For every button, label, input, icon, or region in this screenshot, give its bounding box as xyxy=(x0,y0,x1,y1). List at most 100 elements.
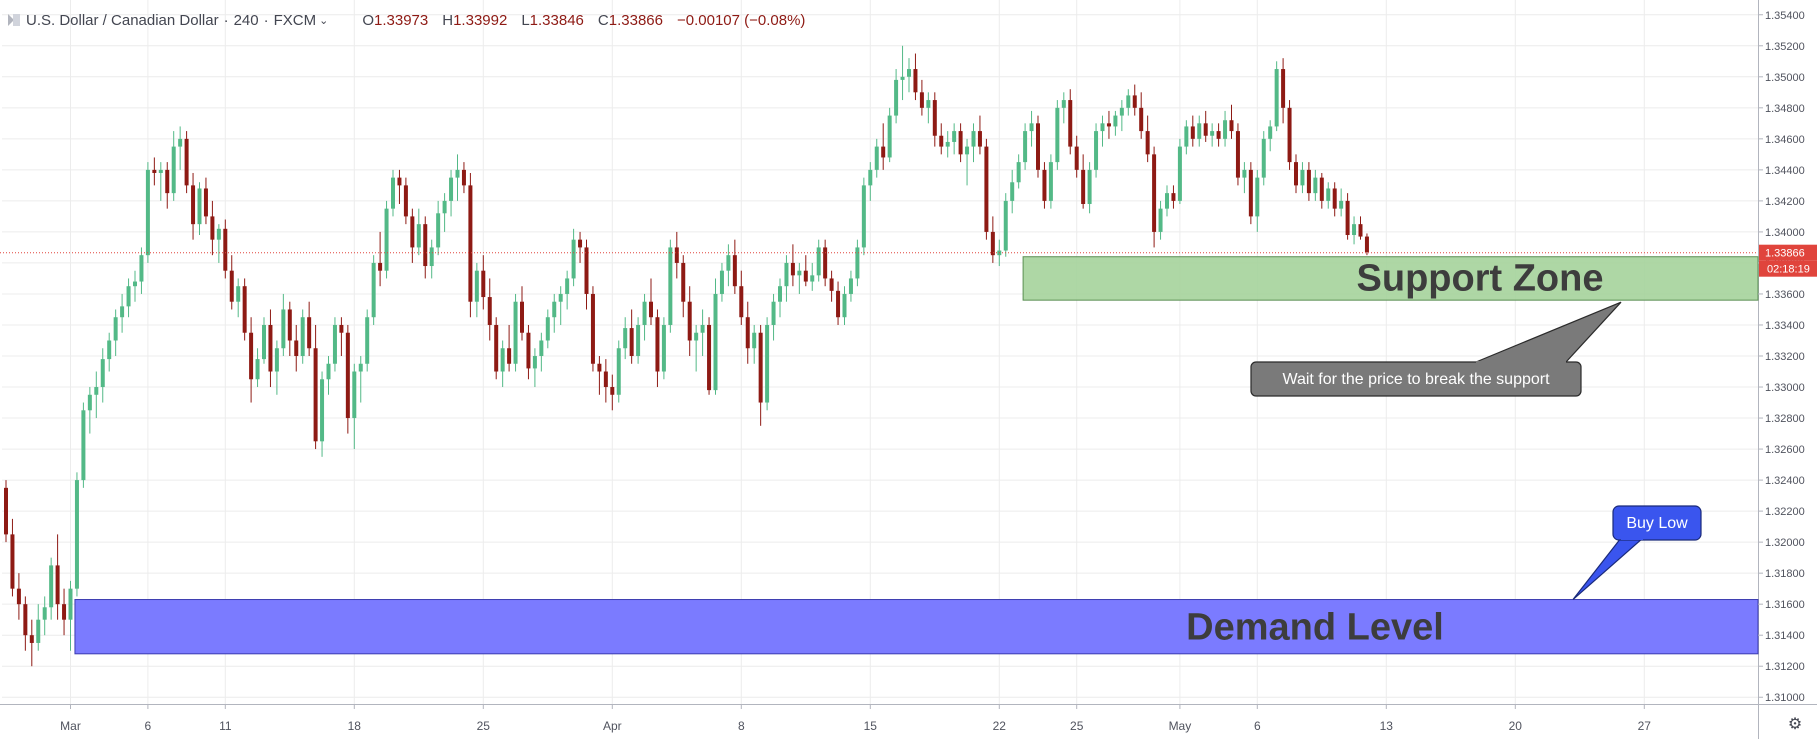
low-value: 1.33846 xyxy=(529,11,584,29)
candle xyxy=(1106,110,1111,139)
candle-body xyxy=(113,317,118,341)
candle-body xyxy=(262,324,266,360)
time-tick-label: 22 xyxy=(993,719,1007,733)
candle xyxy=(55,534,60,620)
change-value: −0.00107 (−0.08%) xyxy=(676,11,806,29)
candle-body xyxy=(1081,169,1086,204)
candle xyxy=(371,255,376,325)
candle-body xyxy=(1171,193,1176,201)
time-axis[interactable]: Mar 6 11 18 25 Apr 8 15 22 25 May 6 13 20 27 xyxy=(60,704,1651,733)
candle xyxy=(1294,154,1298,194)
time-tick-label: 25 xyxy=(477,719,491,733)
candle-body xyxy=(1300,169,1305,186)
candle-body xyxy=(836,290,841,318)
time-tick-label: 8 xyxy=(738,719,745,733)
candle xyxy=(1300,162,1305,194)
candle-body xyxy=(120,306,125,318)
candle-body xyxy=(687,301,692,341)
candle xyxy=(1352,216,1357,245)
candle-body xyxy=(1216,131,1221,139)
candle xyxy=(100,348,105,403)
candle-body xyxy=(623,328,628,349)
candle xyxy=(881,123,886,170)
candle-body xyxy=(984,146,989,232)
candle xyxy=(816,239,821,282)
candle xyxy=(1119,100,1124,132)
candle xyxy=(249,317,254,403)
candle xyxy=(242,278,247,341)
candle xyxy=(410,208,415,263)
candle-body xyxy=(752,332,757,349)
candle-body xyxy=(49,565,54,608)
candle xyxy=(332,317,337,372)
candle xyxy=(1003,193,1008,257)
candle-body xyxy=(165,169,170,194)
candle-body xyxy=(900,76,905,80)
candle-body xyxy=(1094,131,1099,170)
time-tick-label: Apr xyxy=(603,719,622,733)
candle-body xyxy=(926,100,931,108)
candle-body xyxy=(1203,123,1208,136)
candle-body xyxy=(765,324,770,403)
candle-body xyxy=(68,588,73,620)
candle-body xyxy=(100,359,105,388)
candle xyxy=(958,123,963,163)
candle xyxy=(784,255,789,302)
candle xyxy=(1364,233,1369,256)
candle-body xyxy=(307,317,312,349)
candle xyxy=(1203,110,1208,142)
support-note-box xyxy=(1250,361,1582,397)
high-label: H xyxy=(442,11,454,29)
symbol-name[interactable]: U.S. Dollar / Canadian Dollar xyxy=(26,11,219,29)
candle xyxy=(1023,123,1028,170)
candle-body xyxy=(1074,146,1079,170)
candle xyxy=(952,123,957,155)
candle-body xyxy=(1145,131,1150,155)
candle-body xyxy=(1023,131,1028,163)
candle-body xyxy=(62,604,67,620)
candle-body xyxy=(1339,200,1344,209)
candle xyxy=(707,317,712,395)
candle xyxy=(687,286,692,356)
callouts-layer[interactable]: Support Zone Demand Level Wait for the pri… xyxy=(1186,257,1702,649)
candle xyxy=(520,286,524,341)
candle-body xyxy=(455,169,460,178)
candle xyxy=(133,270,137,302)
countdown-tag xyxy=(1759,260,1817,277)
candle-body xyxy=(1358,224,1363,237)
candle xyxy=(719,262,724,302)
candle xyxy=(36,604,41,651)
candle xyxy=(649,278,653,325)
candle-body xyxy=(1139,107,1144,132)
interval[interactable]: 240 xyxy=(233,11,259,29)
candle xyxy=(1068,89,1073,155)
candle-body xyxy=(345,332,350,419)
price-tick-label: 1.33600 xyxy=(1765,289,1805,301)
candle-body xyxy=(674,247,679,263)
candle xyxy=(836,281,841,325)
candle xyxy=(1171,185,1176,209)
candle xyxy=(487,278,492,341)
chevron-down-icon[interactable]: ⌄ xyxy=(319,14,329,27)
candle-body xyxy=(881,146,886,158)
candle xyxy=(68,580,73,651)
candle xyxy=(255,348,260,388)
candle xyxy=(236,278,241,318)
candle-body xyxy=(855,247,860,279)
price-tick-label: 1.35000 xyxy=(1765,72,1805,84)
candle-body xyxy=(216,228,221,240)
exchange: FXCM xyxy=(273,11,317,29)
candle xyxy=(732,239,737,294)
candle-body xyxy=(1158,208,1163,232)
candle-body xyxy=(1061,100,1066,108)
buy-low-joint xyxy=(1621,537,1643,540)
price-tick-label: 1.35400 xyxy=(1765,10,1805,22)
candle xyxy=(474,262,479,318)
price-tick-label: 1.32000 xyxy=(1765,537,1805,549)
price-axis[interactable]: 1.35400 1.35200 1.35000 1.34800 1.34600 1.344… xyxy=(1758,10,1817,704)
candle xyxy=(1268,120,1273,152)
candle-body xyxy=(236,286,241,302)
gear-icon[interactable]: ⚙ xyxy=(1787,716,1803,733)
